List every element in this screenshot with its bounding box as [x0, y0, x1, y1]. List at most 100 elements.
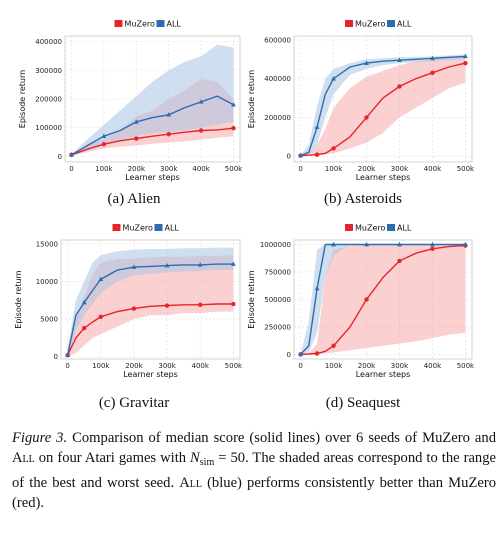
- data-point-all: [298, 351, 303, 357]
- y-tick-label: 100000: [35, 124, 62, 132]
- panel-title: (a) Alien: [108, 191, 161, 207]
- x-tick-label: 400k: [424, 362, 442, 370]
- data-point-all: [69, 152, 74, 157]
- data-point-muzero: [397, 84, 402, 89]
- data-point-all: [331, 241, 336, 247]
- legend-label-all: ALL: [397, 224, 412, 233]
- series-band-all: [300, 54, 466, 157]
- legend-label-muzero: MuZero: [355, 20, 385, 29]
- y-tick-label: 0: [287, 153, 291, 161]
- data-point-muzero: [101, 142, 107, 147]
- x-tick-label: 300k: [158, 362, 176, 370]
- series-line-all: [71, 95, 234, 156]
- chart-panel-1: 0 100k 200k 300k 400k 500k 0 100000 200000 300000…: [18, 20, 243, 208]
- chart-panel-3: 0 100k 200k 300k 400k 500k 0 5000 10000 15000 Lear…: [14, 224, 243, 412]
- y-tick-label: 750000: [264, 268, 291, 276]
- data-point-muzero: [397, 258, 402, 264]
- data-point-muzero: [164, 303, 170, 308]
- caption-text-3: . The shaded areas correspond to the ran…: [12, 450, 496, 491]
- y-tick-label: 15000: [36, 240, 58, 248]
- legend-label-muzero: MuZero: [123, 224, 153, 233]
- x-tick-label: 300k: [160, 165, 178, 173]
- data-point-muzero: [134, 136, 139, 141]
- data-point-all: [101, 133, 107, 139]
- legend-swatch-muzero: [345, 20, 353, 27]
- x-tick-label: 0: [298, 165, 302, 173]
- x-tick-label: 300k: [391, 165, 409, 173]
- data-point-all: [198, 99, 204, 104]
- data-point-muzero: [82, 325, 87, 331]
- legend-label-all: ALL: [165, 224, 180, 233]
- x-tick-label: 100k: [95, 165, 113, 173]
- data-point-all: [364, 241, 369, 247]
- panel-title: (d) Seaquest: [326, 395, 401, 411]
- legend-swatch-all: [154, 224, 163, 231]
- chart-panel-4: 0 100k 200k 300k 400k 500k 0 250000 500000 750000…: [247, 224, 475, 412]
- y-tick-label: 500000: [264, 296, 291, 304]
- data-point-all: [298, 153, 303, 158]
- data-point-muzero: [166, 132, 171, 137]
- x-tick-label: 300k: [391, 362, 409, 370]
- x-tick-label: 100k: [92, 362, 110, 370]
- data-point-muzero: [463, 60, 468, 66]
- caption-all-2: All: [179, 475, 202, 491]
- data-point-all: [331, 76, 336, 81]
- y-tick-label: 600000: [264, 36, 291, 44]
- figure-grid: 0 100k 200k 300k 400k 500k0100000200000300000…: [14, 20, 475, 412]
- data-point-muzero: [430, 246, 435, 252]
- data-point-all: [133, 119, 139, 124]
- data-point-all: [81, 299, 87, 305]
- y-tick-label: 200000: [35, 96, 62, 104]
- data-point-all: [430, 241, 435, 247]
- caption-text-2: on four Atari games with: [34, 450, 191, 466]
- y-axis-label: Episode return: [247, 70, 256, 128]
- x-tick-label: 100k: [325, 362, 343, 370]
- data-point-all: [364, 60, 369, 65]
- data-point-all: [231, 102, 236, 107]
- y-tick-label: 400000: [35, 38, 62, 46]
- y-tick-label: 300000: [35, 67, 62, 75]
- data-point-all: [314, 285, 320, 291]
- data-point-all: [166, 112, 172, 117]
- legend-label-all: ALL: [397, 20, 412, 29]
- x-tick-label: 0: [298, 362, 302, 370]
- data-point-muzero: [331, 343, 336, 348]
- chart-panel-2: 0 100k 200k 300k 400k 500k 0 200000 400000 600000…: [247, 20, 475, 208]
- y-tick-label: 400000: [264, 75, 291, 83]
- data-point-muzero: [430, 70, 435, 76]
- y-tick-label: 0: [54, 353, 58, 361]
- x-tick-label: 400k: [192, 165, 210, 173]
- series-band-muzero: [300, 244, 466, 355]
- figure-caption: Figure 3. Comparison of median score (so…: [12, 428, 496, 513]
- x-tick-label: 100k: [325, 165, 343, 173]
- x-tick-label: 500k: [457, 362, 475, 370]
- legend-swatch-all: [156, 20, 165, 27]
- data-point-muzero: [131, 306, 137, 311]
- data-point-all: [314, 124, 320, 129]
- x-tick-label: 200k: [125, 362, 143, 370]
- series-line-muzero: [71, 127, 234, 156]
- y-tick-label: 1000000: [260, 241, 291, 249]
- data-point-muzero: [314, 152, 320, 157]
- panel-title: (b) Asteroids: [324, 191, 402, 207]
- caption-text-1: Comparison of median score (solid lines)…: [67, 430, 496, 446]
- data-point-muzero: [198, 128, 204, 133]
- x-tick-label: 500k: [457, 165, 475, 173]
- y-tick-label: 10000: [36, 278, 58, 286]
- y-axis-label: Episode return: [18, 70, 27, 128]
- series-band-muzero: [300, 57, 466, 157]
- x-tick-label: 200k: [128, 165, 146, 173]
- legend-label-muzero: MuZero: [355, 224, 385, 233]
- data-point-all: [463, 53, 468, 59]
- y-axis-label: Episode return: [247, 270, 256, 328]
- data-point-muzero: [364, 115, 369, 120]
- data-point-all: [65, 352, 71, 358]
- series-band-all: [300, 244, 466, 355]
- x-tick-label: 500k: [225, 165, 243, 173]
- x-axis-label: Learner steps: [125, 173, 180, 182]
- data-point-all: [430, 55, 435, 61]
- data-point-all: [131, 264, 137, 269]
- data-point-muzero: [364, 297, 369, 302]
- data-point-muzero: [231, 301, 236, 307]
- x-tick-label: 500k: [225, 362, 243, 370]
